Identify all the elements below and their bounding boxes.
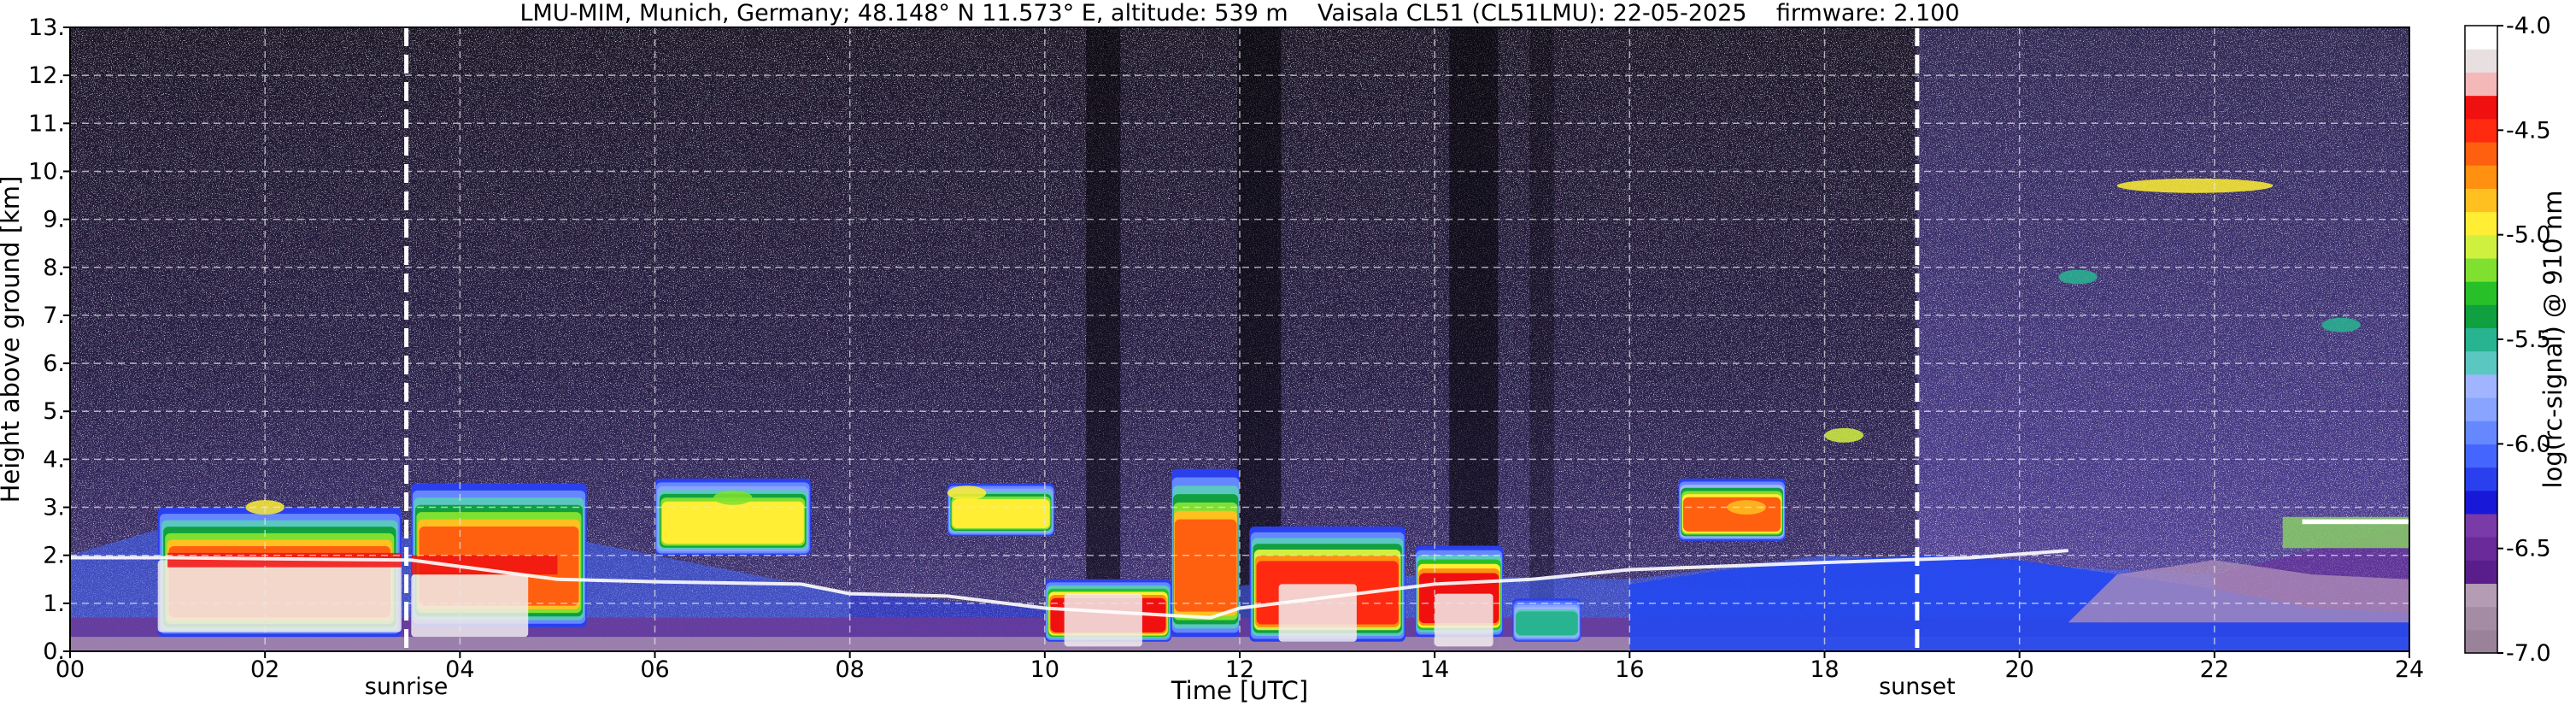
- elevated-feature: [947, 485, 987, 501]
- colorbar-segment: [2465, 165, 2497, 189]
- x-tick-label: 22: [2200, 656, 2229, 683]
- colorbar-segment: [2465, 350, 2497, 375]
- x-tick-label: 00: [56, 656, 85, 683]
- residual-layer: [2068, 560, 2409, 623]
- x-tick-label: 20: [2004, 656, 2033, 683]
- y-axis: 0. 1. 2. 3. 4. 5. 6. 7. 8. 9. 10. 11. 12. 13.: [28, 15, 70, 665]
- colorbar-segment: [2465, 141, 2497, 166]
- x-tick-label: 16: [1615, 656, 1644, 683]
- low-signal-band: [1086, 27, 1121, 651]
- colorbar-segment: [2465, 304, 2497, 329]
- colorbar-segment: [2465, 95, 2497, 120]
- colorbar-tick-label: -5.5: [2506, 327, 2551, 353]
- x-tick-label: 04: [445, 656, 474, 683]
- x-axis: 00 02 04 06 08 10 12 14 16 18 20 22 24: [56, 651, 2424, 683]
- colorbar-segment: [2465, 188, 2497, 213]
- elevated-feature: [2321, 317, 2361, 332]
- y-tick-label: 7.: [43, 303, 65, 329]
- colorbar-label: log(rc-signal) @ 910 nm: [2538, 191, 2567, 489]
- aerosol-band: [661, 501, 804, 544]
- colorbar-segment: [2465, 444, 2497, 468]
- event-labels: sunrise sunset: [365, 674, 1956, 700]
- y-tick-label: 12.: [28, 62, 65, 89]
- cloud-core: [157, 560, 402, 632]
- colorbar-tick-label: -4.5: [2506, 117, 2551, 144]
- x-axis-label: Time [UTC]: [1171, 676, 1308, 705]
- y-tick-label: 5.: [43, 398, 65, 425]
- plot-area: [70, 27, 2409, 651]
- y-tick-label: 11.: [28, 110, 65, 137]
- cloud-core: [411, 574, 529, 638]
- x-tick-label: 24: [2395, 656, 2424, 683]
- y-tick-label: 8.: [43, 255, 65, 281]
- y-tick-label: 10.: [28, 158, 65, 185]
- y-tick-label: 1.: [43, 591, 65, 617]
- colorbar-segment: [2465, 72, 2497, 97]
- elevated-feature: [713, 490, 753, 505]
- colorbar-segment: [2465, 490, 2497, 515]
- event-label-sunrise: sunrise: [365, 674, 449, 700]
- colorbar-tick-label: -4.0: [2506, 13, 2551, 39]
- colorbar-segment: [2465, 421, 2497, 444]
- colorbar-segment: [2465, 49, 2497, 73]
- cloud-core: [1278, 584, 1357, 642]
- x-tick-label: 18: [1810, 656, 1839, 683]
- y-tick-label: 0.: [43, 638, 65, 665]
- y-tick-label: 2.: [43, 543, 65, 569]
- colorbar-segment: [2465, 281, 2497, 305]
- colorbar-segment: [2465, 513, 2497, 538]
- y-tick-label: 9.: [43, 207, 65, 233]
- x-tick-label: 10: [1030, 656, 1059, 683]
- y-tick-label: 6.: [43, 350, 65, 377]
- y-tick-label: 3.: [43, 495, 65, 521]
- x-tick-label: 12: [1225, 656, 1254, 683]
- event-lines: [404, 27, 1920, 651]
- low-signal-band: [1529, 27, 1554, 651]
- elevated-feature: [2116, 178, 2274, 193]
- colorbar-segment: [2465, 397, 2497, 421]
- cloud-core: [1435, 593, 1493, 647]
- evening-layer-top: [2302, 519, 2409, 525]
- colorbar-segment: [2465, 606, 2497, 631]
- y-tick-label: 4.: [43, 446, 65, 473]
- x-tick-label: 06: [640, 656, 669, 683]
- colorbar-segment: [2465, 26, 2497, 50]
- aerosol-band: [1516, 611, 1578, 636]
- chart-title: LMU-MIM, Munich, Germany; 48.148° N 11.5…: [519, 0, 1959, 26]
- y-tick-label: 13.: [28, 15, 65, 41]
- colorbar-segment: [2465, 374, 2497, 398]
- colorbar-segment: [2465, 629, 2497, 654]
- colorbar-segment: [2465, 327, 2497, 352]
- elevated-feature: [2058, 269, 2098, 285]
- colorbar-tick-label: -5.0: [2506, 222, 2551, 249]
- event-label-sunset: sunset: [1879, 674, 1956, 700]
- y-axis-label: Height above ground [km]: [0, 176, 25, 503]
- colorbar-tick-label: -6.5: [2506, 536, 2551, 562]
- colorbar-tick-label: -6.0: [2506, 431, 2551, 457]
- red-band: [411, 555, 558, 575]
- colorbar-segment: [2465, 234, 2497, 259]
- gridlines: [70, 27, 2409, 651]
- cloud-core: [1064, 593, 1142, 647]
- aerosol-band: [1174, 519, 1237, 612]
- colorbar-segment: [2465, 257, 2497, 282]
- colorbar-tick-label: -7.0: [2506, 640, 2551, 667]
- colorbar: -7.0 -6.5 -6.0 -5.5 -5.0 -4.5 -4.0: [2464, 13, 2551, 667]
- x-tick-label: 08: [835, 656, 864, 683]
- colorbar-segment: [2465, 537, 2497, 561]
- x-tick-label: 02: [250, 656, 279, 683]
- colorbar-segment: [2465, 118, 2497, 143]
- aerosol-band: [1683, 497, 1781, 532]
- elevated-feature: [1824, 427, 1864, 443]
- colorbar-segment: [2465, 583, 2497, 608]
- colorbar-segment: [2465, 467, 2497, 491]
- backscatter-features: [70, 27, 2409, 651]
- colorbar-segment: [2465, 560, 2497, 585]
- aerosol-band: [952, 498, 1050, 528]
- colorbar-segment: [2465, 211, 2497, 236]
- x-tick-label: 14: [1420, 656, 1449, 683]
